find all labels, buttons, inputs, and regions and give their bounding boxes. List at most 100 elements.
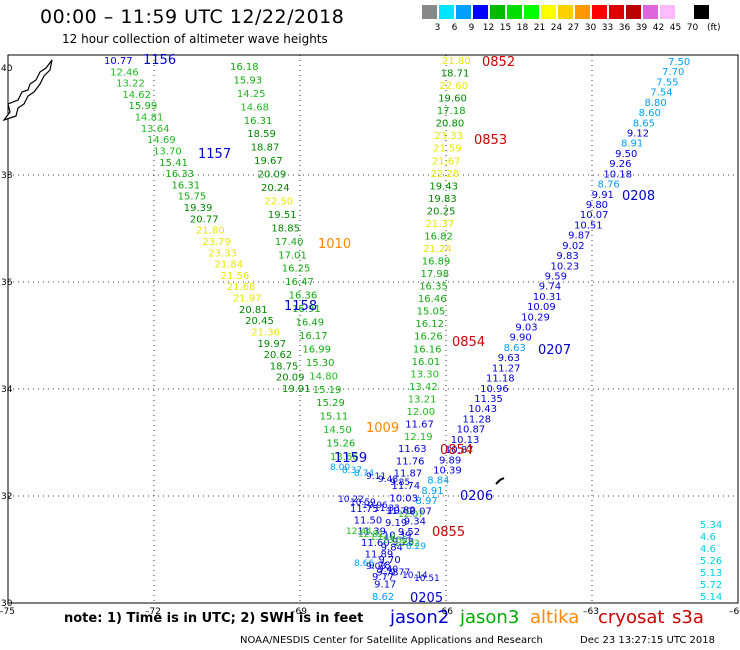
wave-height-value: 18.75 — [270, 361, 299, 372]
track-time-label: 0206 — [460, 489, 493, 504]
wave-height-value: 11.60 — [361, 538, 390, 549]
track-time-label: 0208 — [622, 189, 655, 204]
wave-height-value: 14.25 — [237, 89, 266, 100]
legend-label: 9 — [468, 23, 475, 33]
mission-jason3: jason3 — [460, 607, 520, 628]
wave-height-value: 12.07 — [398, 510, 424, 520]
legend-unit: (ft) — [707, 23, 721, 33]
wave-height-value: 16.16 — [413, 344, 442, 355]
wave-height-value: 9.28 — [392, 537, 414, 548]
wave-height-value: 10.51 — [414, 574, 440, 584]
legend-label: 70 — [686, 23, 699, 33]
track-time-label: 0853 — [474, 133, 507, 148]
track-time-label: 1010 — [318, 237, 351, 252]
map-grid — [7, 54, 739, 604]
wave-height-value: 7.55 — [656, 77, 678, 88]
legend-swatch — [660, 5, 675, 19]
wave-height-value: 13.22 — [116, 79, 145, 90]
wave-height-value: 12.46 — [110, 67, 139, 78]
wave-height-value: 12.19 — [404, 432, 433, 443]
wave-height-value: 11.75 — [350, 504, 379, 515]
legend-swatch — [473, 5, 488, 19]
wave-height-value: 21.80 — [442, 56, 471, 67]
wave-height-value: 16.12 — [415, 319, 444, 330]
wave-height-value: 8.74 — [354, 469, 374, 479]
wave-height-value: 10.82 — [387, 506, 416, 517]
wave-height-value: 9.74 — [539, 282, 561, 293]
wave-height-value: 15.93 — [233, 75, 262, 86]
wave-height-value: 11.35 — [474, 394, 503, 405]
legend-label: 6 — [451, 23, 458, 33]
wave-height-value: 20.80 — [436, 119, 465, 130]
wave-height-value: 10.09 — [527, 302, 556, 313]
wave-height-value: 9.77 — [390, 568, 410, 578]
wave-height-value: 16.01 — [412, 357, 441, 368]
wave-height-value: 21.36 — [251, 327, 280, 338]
wave-height-value: 9.50 — [615, 149, 637, 160]
wave-height-value: 21.84 — [214, 260, 243, 271]
legend-swatch — [541, 5, 556, 19]
wave-height-value: 10.96 — [362, 501, 388, 511]
wave-height-value: 15.75 — [178, 192, 207, 203]
wave-height-value: 13.92 — [394, 539, 420, 549]
wave-height-value: 16.31 — [244, 116, 273, 127]
lat-tick-label: 34 — [1, 385, 13, 395]
mission-cryosat: cryosat — [598, 607, 665, 628]
wave-height-value: 9.70 — [379, 555, 401, 566]
wave-height-value: 7.50 — [668, 57, 690, 68]
wave-height-value: 9.90 — [509, 333, 531, 344]
track-time-label: 1158 — [284, 299, 317, 314]
wave-height-value: 13.70 — [153, 146, 182, 157]
wave-height-value: 21.24 — [423, 244, 452, 255]
wave-height-value: 21.67 — [432, 156, 461, 167]
wave-height-value: 20.09 — [276, 373, 305, 384]
wave-height-value: 20.09 — [258, 170, 287, 181]
legend-swatch — [677, 5, 692, 19]
wave-height-value: 16.49 — [296, 318, 325, 329]
lat-tick-label: 30 — [1, 599, 13, 609]
track-time-label: 1009 — [366, 421, 399, 436]
lon-tick-label: –69 — [291, 607, 307, 617]
wave-height-value: 9.07 — [410, 506, 432, 517]
legend-label: 3 — [434, 23, 441, 33]
wave-height-value: 20.45 — [245, 316, 274, 327]
wave-height-value: 16.31 — [172, 180, 201, 191]
wave-height-value: 10.77 — [104, 56, 133, 67]
wave-height-value: 9.03 — [366, 562, 386, 572]
track-time-label: 0854 — [440, 443, 473, 458]
wave-height-value: 22.60 — [439, 81, 468, 92]
wave-height-value: 16.36 — [289, 291, 318, 302]
legend-swatch — [422, 5, 437, 19]
wave-height-value: 9.02 — [562, 241, 584, 252]
wave-height-value: 14.62 — [122, 90, 151, 101]
wave-height-value: 13.64 — [141, 124, 170, 135]
legend-swatch — [524, 5, 539, 19]
wave-height-value: 22.28 — [431, 169, 460, 180]
wave-height-value: 10.18 — [603, 169, 632, 180]
wave-height-value: 9.89 — [439, 455, 461, 466]
legend-swatch — [558, 5, 573, 19]
wave-height-value: 10.14 — [402, 571, 428, 581]
wave-height-value: 13.55 — [382, 536, 408, 546]
legend-swatch — [575, 5, 590, 19]
wave-height-value: 17.40 — [275, 237, 304, 248]
footnote: note: 1) Time is in UTC; 2) SWH is in fe… — [64, 611, 364, 626]
wave-height-value: 9.78 — [368, 561, 390, 572]
wave-height-value: 10.07 — [580, 210, 609, 221]
wave-height-value: 16.46 — [418, 294, 447, 305]
wave-height-value: 9.17 — [374, 580, 396, 591]
wave-height-value: 16.17 — [299, 331, 328, 342]
wave-height-value: 11.87 — [394, 469, 423, 480]
wave-height-value: 9.83 — [556, 251, 578, 262]
mission-altika: altika — [530, 607, 580, 628]
wave-height-value: 16.99 — [302, 344, 331, 355]
wave-height-value: 9.03 — [515, 323, 537, 334]
wave-height-value: 21.80 — [196, 226, 225, 237]
track-time-label: 0854 — [452, 335, 485, 350]
wave-height-value: 21.97 — [233, 294, 262, 305]
track-time-label: 0852 — [482, 55, 515, 70]
mission-jason2: jason2 — [390, 607, 450, 628]
lon-tick-label: –60 — [729, 607, 740, 617]
track-time-label: 1157 — [198, 147, 231, 162]
wave-height-value: 14.68 — [240, 102, 269, 113]
